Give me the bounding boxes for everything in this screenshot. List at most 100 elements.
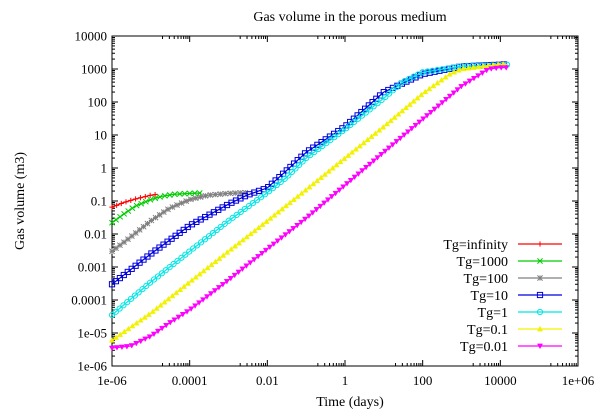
series-6-point xyxy=(278,235,285,241)
series-6-point xyxy=(215,285,222,291)
series-6-point xyxy=(154,328,162,335)
series-2-point xyxy=(113,245,119,252)
series-4-point xyxy=(269,185,277,192)
legend-label: Tg=1000 xyxy=(457,255,508,270)
series-5-point xyxy=(455,67,462,73)
series-6-point xyxy=(118,344,125,351)
series-5-point xyxy=(395,111,402,117)
series-6-point xyxy=(408,126,415,132)
legend-item: Tg=10 xyxy=(471,289,562,304)
series-6-point xyxy=(239,266,246,273)
series-6-point xyxy=(258,250,266,257)
legend-marker xyxy=(536,343,544,350)
series-5-point xyxy=(108,337,116,343)
series-5-point xyxy=(188,277,195,283)
series-4-point xyxy=(257,194,265,201)
series-1-point xyxy=(125,208,132,214)
series-6-point xyxy=(488,66,495,72)
series-5-point xyxy=(442,74,449,80)
series-6-point xyxy=(328,194,335,200)
series-6-point xyxy=(219,282,226,288)
series-4-point xyxy=(339,128,346,135)
series-4-point xyxy=(253,197,261,204)
series-4-point xyxy=(370,103,377,110)
series-5-point xyxy=(208,261,215,268)
series-6-point xyxy=(393,139,400,145)
series-4-point xyxy=(315,145,322,153)
series-5 xyxy=(108,61,508,343)
series-4-point xyxy=(335,131,342,138)
series-0-point xyxy=(123,199,129,205)
series-5-point xyxy=(137,317,144,323)
series-0-point xyxy=(137,195,144,201)
series-6-point xyxy=(282,232,289,238)
series-2-point xyxy=(202,192,209,199)
series-6-point xyxy=(179,312,186,318)
series-2-point xyxy=(217,191,224,198)
series-6-point xyxy=(382,148,389,155)
series-4-point xyxy=(354,115,362,122)
series-4-point xyxy=(182,251,189,258)
series-6-point xyxy=(321,200,328,207)
series-4-point xyxy=(116,305,123,312)
series-6-point xyxy=(133,341,140,347)
series-1-point xyxy=(109,219,115,226)
series-2-point xyxy=(222,190,229,197)
series-6-point xyxy=(227,275,234,282)
series-1-point xyxy=(186,190,193,197)
series-2-point xyxy=(242,189,249,196)
series-3 xyxy=(108,61,508,288)
series-5-point xyxy=(302,187,309,193)
series-4-point xyxy=(186,248,193,255)
series-4-point xyxy=(292,165,299,172)
series-4-point xyxy=(112,308,119,315)
x-tick-label: 1 xyxy=(342,373,349,388)
series-6-point xyxy=(247,260,254,266)
series-6-point xyxy=(427,109,434,116)
series-2-point xyxy=(169,204,176,210)
series-6-point xyxy=(374,155,381,161)
series-2-point xyxy=(140,223,147,230)
series-6-point xyxy=(167,320,174,326)
series-5-point xyxy=(341,155,348,161)
x-axis-label: Time (days) xyxy=(316,395,384,410)
legend-marker xyxy=(537,275,543,281)
series-4-point xyxy=(245,202,252,210)
series-5-point xyxy=(192,274,199,280)
series-2-point xyxy=(120,239,127,246)
series-4-point xyxy=(108,311,116,319)
series-5-point xyxy=(402,104,410,111)
series-1-point xyxy=(129,205,136,212)
series-6-point xyxy=(255,254,262,260)
series-6-point xyxy=(431,106,438,113)
series-5-point xyxy=(337,158,344,165)
series-6-point xyxy=(266,244,273,251)
series-4-point xyxy=(261,191,269,198)
series-4-point xyxy=(249,200,256,207)
series-5-point xyxy=(121,328,128,335)
y-tick-label: 0.0001 xyxy=(71,293,107,308)
series-5-point xyxy=(422,88,429,95)
series-5-point xyxy=(430,82,437,89)
series-5-point xyxy=(426,85,433,92)
legend-marker xyxy=(537,258,543,264)
series-2-point xyxy=(232,190,239,197)
series-5-point xyxy=(224,249,231,255)
series-4-point xyxy=(124,298,131,306)
series-6-point xyxy=(211,288,218,294)
series-6-point xyxy=(203,294,211,300)
series-4-point xyxy=(331,134,338,141)
series-6-point xyxy=(483,67,490,74)
legend: Tg=infinity Tg=1000 Tg=100 Tg=10 Tg=1 Tg=0.1 T… xyxy=(443,238,562,355)
series-2-point xyxy=(187,196,194,203)
series-5-point xyxy=(228,246,235,252)
series-5-point xyxy=(460,65,467,72)
legend-marker xyxy=(537,241,543,247)
series-5-point xyxy=(380,124,387,130)
legend-marker xyxy=(536,291,544,299)
series-5-point xyxy=(418,91,425,98)
series-5-point xyxy=(286,199,293,206)
series-1-point xyxy=(176,190,183,197)
series-5-point xyxy=(480,63,487,69)
series-2-point xyxy=(212,191,219,198)
